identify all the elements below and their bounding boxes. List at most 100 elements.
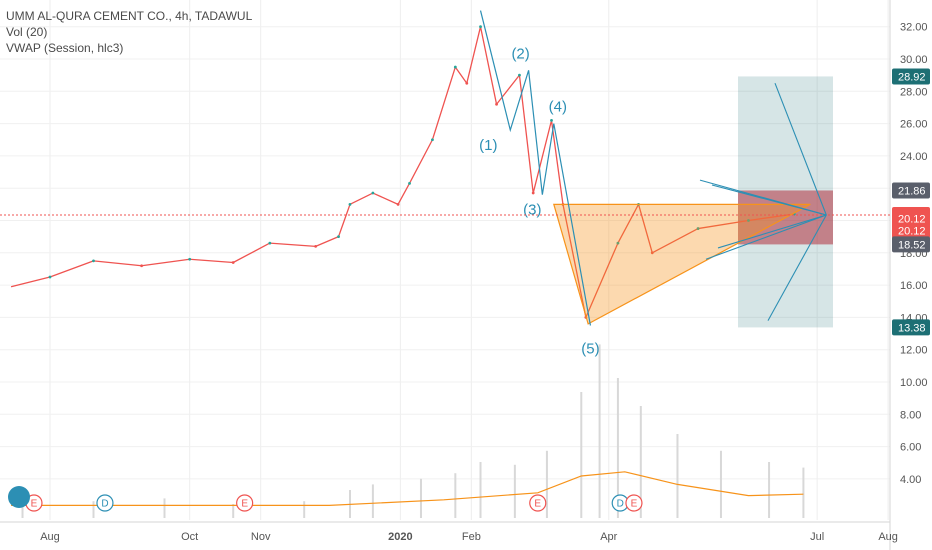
y-tick-label: 28.00: [900, 86, 928, 98]
elliott-wave-label: (4): [549, 99, 567, 116]
price-point: [396, 202, 400, 206]
price-point: [479, 25, 482, 29]
volume-bar: [545, 450, 548, 518]
chart-legend: UMM AL-QURA CEMENT CO., 4h, TADAWUL Vol …: [6, 8, 252, 56]
y-tick-label: 6.00: [900, 442, 921, 454]
price-point: [453, 65, 457, 69]
volume-indicator-label[interactable]: Vol (20): [6, 25, 48, 39]
volume-bar: [639, 406, 642, 518]
volume-bar: [802, 467, 805, 518]
price-tag-label: 28.92: [898, 71, 926, 83]
projection-arrow: [767, 214, 827, 321]
x-tick-label: Aug: [40, 531, 60, 543]
event-marker: [236, 494, 254, 512]
y-tick-label: 34.00: [900, 0, 928, 1]
price-point: [518, 73, 521, 77]
volume-bar: [616, 378, 619, 518]
x-tick-label: Aug: [878, 531, 898, 543]
volume-bar: [676, 434, 679, 518]
price-point: [314, 244, 318, 248]
price-point: [231, 261, 235, 264]
price-point: [495, 102, 498, 106]
y-tick-label: 30.00: [900, 54, 928, 66]
event-marker: [529, 494, 547, 512]
price-point: [371, 191, 375, 195]
volume-bar: [371, 484, 374, 518]
price-tag-label: 21.86: [898, 185, 926, 197]
volume-bar: [719, 450, 722, 518]
y-tick-label: 32.00: [900, 22, 928, 34]
price-point: [140, 264, 144, 268]
price-tag: [892, 68, 930, 85]
price-point: [747, 219, 750, 222]
price-point: [696, 227, 700, 230]
volume-bar: [598, 344, 601, 518]
x-tick-label: Nov: [251, 531, 271, 543]
event-marker-label: D: [617, 499, 624, 510]
price-point: [650, 251, 654, 255]
price-point: [337, 235, 340, 239]
event-marker-label: E: [241, 499, 248, 510]
symbol-title[interactable]: UMM AL-QURA CEMENT CO., 4h, TADAWUL: [6, 9, 253, 23]
elliott-wave-label: (1): [479, 137, 497, 154]
x-tick-label: Apr: [600, 531, 617, 543]
x-tick-label: Feb: [462, 531, 481, 543]
triangle-pattern: [553, 203, 811, 325]
event-marker-label: E: [31, 499, 38, 510]
elliott-wave-line: [479, 10, 592, 326]
y-tick-label: 24.00: [900, 151, 928, 163]
volume-bar: [768, 462, 771, 518]
price-point: [616, 241, 620, 245]
y-tick-label: 16.00: [900, 280, 928, 292]
volume-bar: [580, 392, 583, 518]
x-tick-label: Oct: [181, 531, 198, 543]
volume-bar: [479, 462, 482, 518]
event-marker: [96, 494, 114, 512]
price-point: [48, 275, 52, 279]
event-marker-label: E: [631, 499, 638, 510]
price-point: [431, 138, 434, 142]
y-tick-label: 4.00: [900, 474, 921, 486]
y-tick-label: 12.00: [900, 345, 928, 357]
price-tag: [892, 182, 930, 199]
price-point: [531, 191, 535, 195]
x-tick-label: Jul: [810, 531, 824, 543]
projection-arrow: [705, 214, 827, 260]
volume-bar: [454, 473, 457, 518]
elliott-wave-label: (2): [511, 45, 529, 62]
volume-bar: [232, 504, 235, 518]
price-tag-label: 13.38: [898, 322, 926, 334]
price-point: [92, 259, 95, 263]
projection-arrow: [774, 83, 827, 216]
x-tick-label: 2020: [388, 531, 412, 543]
price-point: [268, 241, 272, 245]
price-tag: [892, 236, 930, 253]
volume-bar: [513, 464, 516, 518]
price-tag: [892, 222, 930, 239]
price-point: [550, 118, 553, 122]
price-tag-label: 20.12: [898, 226, 926, 238]
price-point: [408, 181, 411, 185]
event-marker: [625, 494, 643, 512]
elliott-wave-label: (3): [523, 202, 541, 219]
price-tag: [892, 319, 930, 336]
volume-bar: [419, 478, 422, 518]
vwap-line: [11, 471, 804, 506]
price-point: [348, 202, 352, 206]
event-marker-label: D: [101, 499, 108, 510]
price-point: [465, 81, 469, 85]
projection-arrow: [699, 179, 827, 216]
y-tick-label: 26.00: [900, 119, 928, 131]
y-tick-label: 8.00: [900, 409, 921, 421]
volume-bar: [163, 498, 166, 518]
event-marker-label: E: [534, 499, 541, 510]
y-tick-label: 10.00: [900, 377, 928, 389]
volume-bar: [92, 501, 95, 518]
tradingview-logo: [8, 486, 30, 508]
price-point: [188, 257, 192, 261]
vwap-indicator-label[interactable]: VWAP (Session, hlc3): [6, 41, 124, 55]
elliott-wave-label: (5): [581, 340, 599, 357]
price-tag-label: 18.52: [898, 239, 926, 251]
